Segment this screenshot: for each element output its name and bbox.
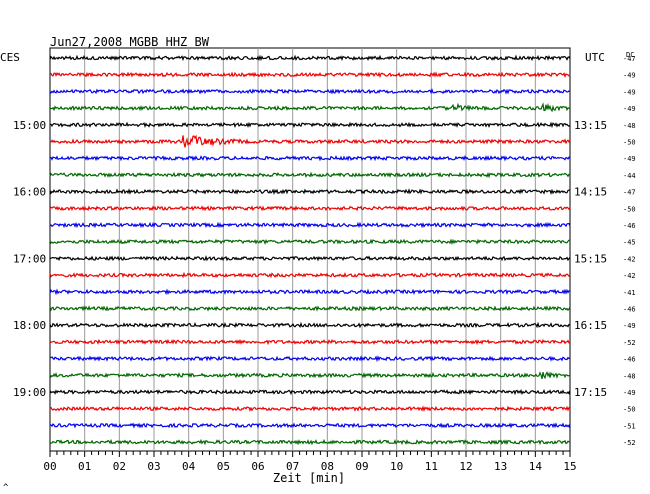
right-hour-label: 14:15 [574,186,607,199]
x-tick-label: 06 [251,460,264,473]
seismic-trace [49,102,571,113]
x-tick-label: 12 [459,460,472,473]
seismic-trace [49,171,571,179]
x-tick-label: 03 [147,460,160,473]
dc-offset-label: -48 [623,122,636,130]
dc-offset-label: -44 [623,172,636,180]
dc-offset-label: -49 [623,155,636,163]
seismic-trace [49,188,571,195]
dc-offset-label: -49 [623,322,636,330]
x-tick-label: 04 [182,460,196,473]
seismic-trace [49,288,571,296]
dc-offset-label: -49 [623,105,636,113]
x-axis-label: Zeit [min] [273,471,345,485]
plot-frame [49,47,571,452]
x-tick-label: 01 [78,460,91,473]
label-group: 00 01 02 03 04 05 06 07 08 09 10 11 12 13 14 15 -47 -49 -4… [13,55,636,473]
seismic-trace [49,71,571,79]
dc-label: DC [626,51,634,59]
seismic-trace [49,54,571,62]
left-timezone-label: CES [0,51,20,64]
dc-offset-label: -41 [623,289,636,297]
dc-offset-label: -50 [623,139,636,147]
x-tick-label: 09 [355,460,368,473]
seismic-trace [49,405,571,413]
dc-offset-label: -47 [623,55,636,63]
dc-offset-label: -46 [623,222,636,230]
right-hour-label: 16:15 [574,319,607,332]
seismic-trace [49,438,571,446]
seismic-trace [49,155,571,162]
dc-offset-label: -47 [623,189,636,197]
seismic-trace [49,221,571,229]
seismic-trace [49,88,571,95]
seismic-trace [49,321,570,329]
seismic-trace [49,388,571,396]
right-timezone-label: UTC [585,51,605,64]
dc-offset-label: -52 [623,439,636,447]
seismic-trace [49,238,570,246]
x-tick-label: 13 [494,460,507,473]
seismic-trace [49,255,571,262]
right-hour-label: 17:15 [574,386,607,399]
dc-offset-label: -51 [623,422,636,430]
left-hour-label: 19:00 [13,386,46,399]
left-hour-label: 16:00 [13,186,46,199]
dc-offset-label: -42 [623,272,636,280]
chart-title: Jun27,2008 MGBB HHZ BW [50,35,210,49]
seismic-trace [49,422,571,429]
dc-offset-label: -50 [623,406,636,414]
seismic-trace [49,355,571,363]
dc-offset-label: -45 [623,239,636,247]
dc-offset-label: -49 [623,389,636,397]
x-tick-label: 00 [43,460,56,473]
dc-offset-label: -50 [623,205,636,213]
x-tick-label: 14 [529,460,543,473]
seismic-trace [49,134,571,148]
dc-offset-label: -42 [623,255,636,263]
x-tick-label: 08 [321,460,334,473]
dc-offset-label: -48 [623,372,636,380]
right-hour-label: 15:15 [574,252,607,265]
dc-offset-label: -49 [623,72,636,80]
seismic-trace [49,271,571,279]
dc-offset-label: -46 [623,306,636,314]
left-hour-label: 18:00 [13,319,46,332]
seismic-trace [49,305,571,312]
x-tick-label: 05 [217,460,230,473]
seismic-trace [49,205,571,212]
x-tick-label: 10 [390,460,403,473]
x-tick-label: 15 [563,460,576,473]
left-hour-label: 17:00 [13,252,46,265]
left-hour-label: 15:00 [13,119,46,132]
seismic-trace [49,338,571,346]
plot-grid [49,47,571,457]
footer-mark: ^ [3,483,9,493]
dc-offset-label: -46 [623,356,636,364]
x-tick-label: 02 [113,460,126,473]
trace-group [49,54,571,446]
right-hour-label: 13:15 [574,119,607,132]
dc-offset-label: -49 [623,88,636,96]
x-tick-label: 07 [286,460,299,473]
seismic-trace [50,121,571,129]
dc-offset-label: -52 [623,339,636,347]
x-tick-label: 11 [425,460,438,473]
seismic-trace [49,371,571,380]
